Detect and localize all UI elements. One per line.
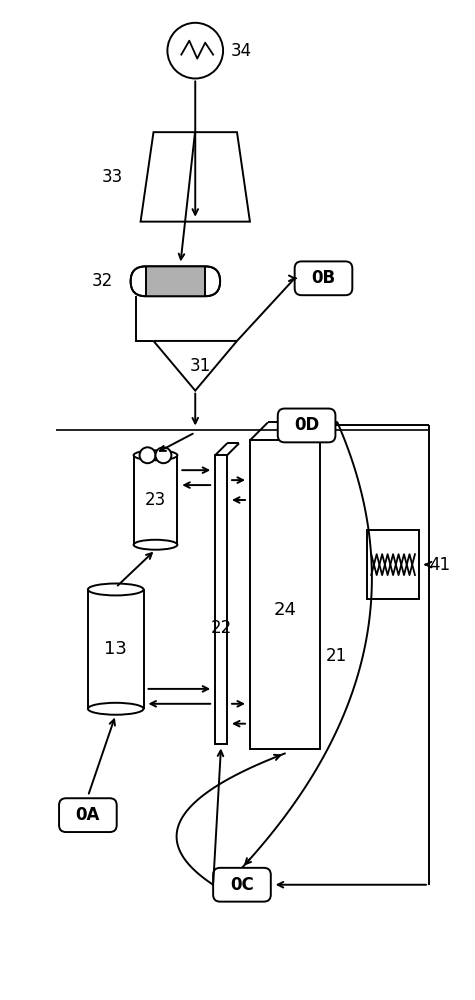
Text: 32: 32: [92, 272, 113, 290]
Text: 31: 31: [190, 357, 211, 375]
Ellipse shape: [88, 703, 143, 715]
FancyBboxPatch shape: [59, 798, 117, 832]
FancyBboxPatch shape: [278, 409, 335, 442]
Ellipse shape: [88, 584, 143, 595]
Bar: [367, 530, 419, 599]
Text: 34: 34: [231, 42, 252, 60]
Text: 13: 13: [104, 640, 127, 658]
Circle shape: [167, 23, 223, 78]
Text: 23: 23: [145, 491, 166, 509]
Bar: [145, 266, 205, 296]
Ellipse shape: [133, 540, 177, 550]
Polygon shape: [141, 132, 250, 222]
Text: 41: 41: [429, 556, 450, 574]
FancyBboxPatch shape: [131, 266, 220, 296]
Circle shape: [155, 447, 171, 463]
Polygon shape: [153, 341, 237, 391]
Text: 0C: 0C: [230, 876, 254, 894]
Text: 22: 22: [210, 619, 232, 637]
Text: 0B: 0B: [312, 269, 335, 287]
FancyBboxPatch shape: [294, 261, 352, 295]
Text: 24: 24: [273, 601, 296, 619]
Text: 33: 33: [102, 168, 123, 186]
Bar: [215, 455, 227, 744]
Text: 21: 21: [325, 647, 347, 665]
FancyBboxPatch shape: [213, 868, 271, 902]
Circle shape: [140, 447, 155, 463]
Text: 0D: 0D: [294, 416, 319, 434]
Text: 0A: 0A: [76, 806, 100, 824]
Ellipse shape: [133, 450, 177, 460]
Bar: [250, 440, 320, 749]
